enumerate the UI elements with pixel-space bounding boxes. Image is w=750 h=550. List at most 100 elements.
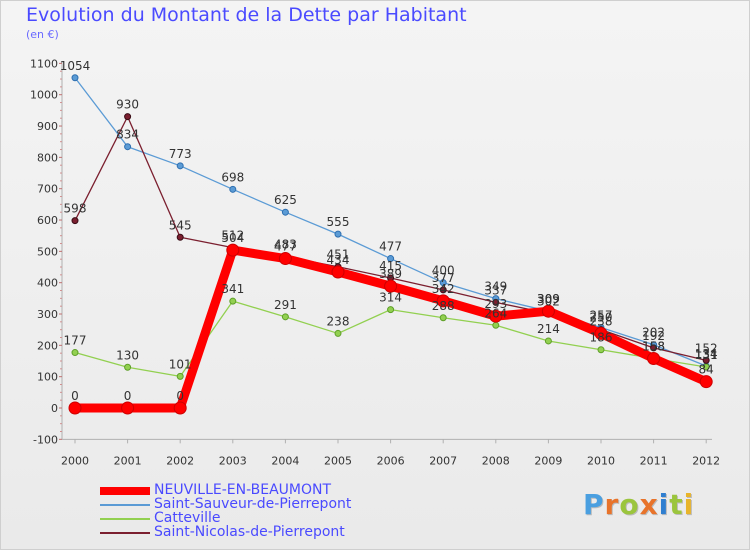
chart-title: Evolution du Montant de la Dette par Hab… [26, 4, 467, 26]
data-point [699, 375, 713, 389]
data-point [121, 401, 135, 415]
chart-subtitle: (en €) [26, 28, 59, 41]
data-point [597, 346, 605, 354]
data-point [331, 265, 345, 279]
data-point [173, 401, 187, 415]
data-label: 598 [64, 202, 87, 216]
data-label: 158 [642, 339, 665, 353]
data-label: 504 [221, 231, 244, 245]
y-tick-label: 200 [37, 339, 58, 352]
data-point [229, 185, 237, 193]
data-point [492, 298, 500, 306]
data-point [544, 337, 552, 345]
data-point [439, 286, 447, 294]
data-point [124, 363, 132, 371]
data-label: 309 [537, 292, 560, 306]
data-label: 512 [221, 229, 244, 243]
data-point [71, 217, 79, 225]
data-label: 0 [176, 389, 184, 403]
legend-item-neuville-en-beaumont: NEUVILLE-EN-BEAUMONT [100, 482, 420, 498]
legend-swatch [100, 504, 150, 506]
data-point [541, 304, 555, 318]
data-point [176, 162, 184, 170]
x-tick-label: 2008 [482, 454, 510, 467]
brand-letter: P [583, 488, 605, 521]
data-label: 434 [327, 253, 350, 267]
data-label: 625 [274, 193, 297, 207]
data-point [334, 230, 342, 238]
y-tick-label: 800 [37, 151, 58, 164]
data-point [439, 314, 447, 322]
data-point [71, 74, 79, 82]
data-label: 250 [590, 311, 613, 325]
data-point [229, 297, 237, 305]
x-tick-label: 2009 [534, 454, 562, 467]
legend-item-catteville: Catteville [100, 510, 420, 526]
y-tick-label: 600 [37, 214, 58, 227]
data-point [439, 279, 447, 287]
series-saint-sauveur-de-pierrepont [71, 74, 710, 370]
data-label: 101 [169, 357, 192, 371]
brand-letter: t [669, 488, 684, 521]
data-label: 477 [379, 240, 402, 254]
x-tick-label: 2003 [219, 454, 247, 467]
data-label: 389 [379, 267, 402, 281]
x-tick-label: 2007 [429, 454, 457, 467]
data-label: 302 [537, 294, 560, 308]
data-label: 483 [274, 238, 297, 252]
data-label: 238 [590, 314, 613, 328]
y-tick-label: -100 [33, 433, 58, 446]
y-tick-label: 700 [37, 183, 58, 196]
data-point [334, 329, 342, 337]
y-tick-label: 500 [37, 245, 58, 258]
data-point [71, 349, 79, 357]
brand-letter: x [639, 488, 659, 521]
data-label: 0 [124, 389, 132, 403]
data-label: 291 [274, 298, 297, 312]
brand-letter: r [604, 488, 620, 521]
y-tick-label: 1000 [30, 89, 58, 102]
data-point [384, 279, 398, 293]
data-point [226, 243, 240, 257]
brand-letter: o [619, 488, 640, 521]
x-tick-label: 2000 [61, 454, 89, 467]
data-label: 131 [695, 348, 718, 362]
series-saint-nicolas-de-pierrepont [71, 113, 710, 364]
brand-letter: i [683, 488, 695, 521]
data-point [124, 143, 132, 151]
data-point [278, 252, 292, 266]
data-label: 698 [221, 170, 244, 184]
data-label: 130 [116, 348, 139, 362]
x-tick-label: 2004 [271, 454, 299, 467]
brand-letter: i [658, 488, 670, 521]
data-label: 341 [221, 282, 244, 296]
data-label: 202 [642, 326, 665, 340]
x-tick-label: 2012 [692, 454, 720, 467]
data-label: 1054 [60, 59, 91, 73]
data-point [387, 306, 395, 314]
data-point [387, 255, 395, 263]
data-point [436, 294, 450, 308]
y-tick-label: 900 [37, 120, 58, 133]
data-label: 293 [484, 297, 507, 311]
legend-label: NEUVILLE-EN-BEAUMONT [154, 482, 332, 498]
data-label: 337 [484, 283, 507, 297]
data-label: 0 [71, 389, 79, 403]
data-label: 84 [699, 363, 714, 377]
data-point [281, 208, 289, 216]
legend-item-saint-sauveur-de-pierrepont: Saint-Sauveur-de-Pierrepont [100, 496, 420, 512]
data-label: 451 [327, 248, 350, 262]
data-label: 264 [484, 306, 507, 320]
legend-label: Saint-Sauveur-de-Pierrepont [154, 496, 352, 512]
y-tick-label: 300 [37, 308, 58, 321]
data-point [647, 351, 661, 365]
series-neuville-en-beaumont [68, 243, 713, 415]
y-tick-label: 0 [51, 402, 58, 415]
x-tick-label: 2005 [324, 454, 352, 467]
data-point [176, 233, 184, 241]
x-tick-label: 2011 [640, 454, 668, 467]
data-label: 477 [274, 240, 297, 254]
data-point [489, 309, 503, 323]
data-label: 238 [327, 314, 350, 328]
